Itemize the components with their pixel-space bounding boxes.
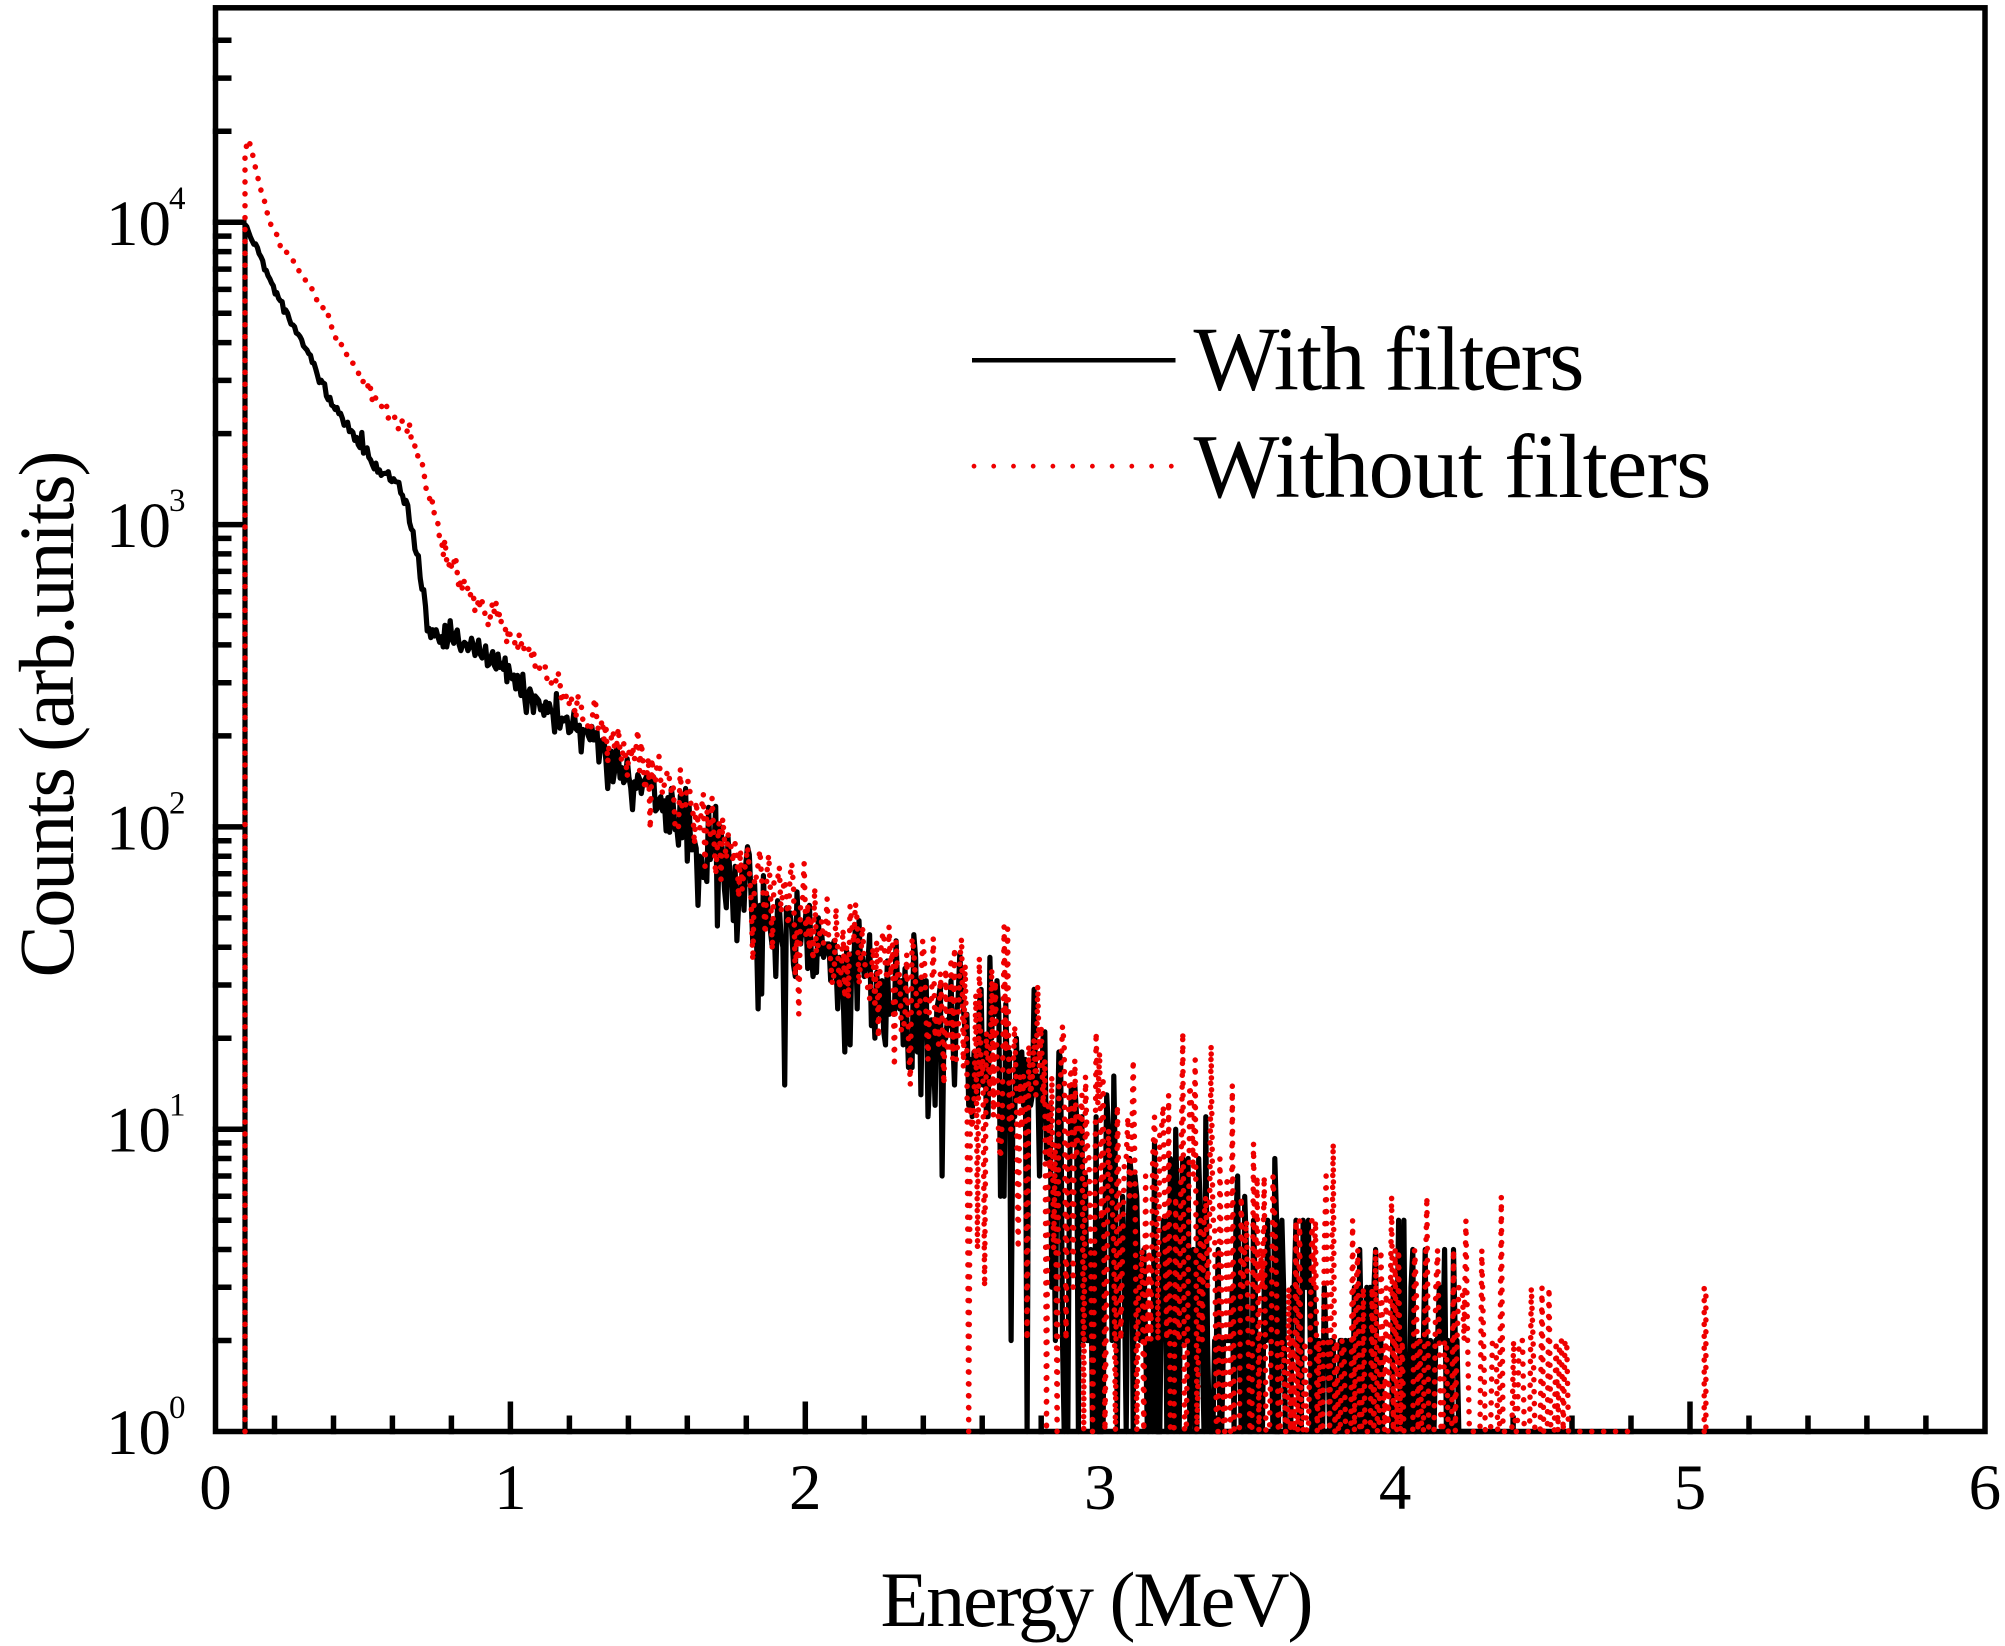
svg-text:With filters: With filters [1194, 309, 1585, 410]
svg-text:10: 10 [106, 1095, 171, 1167]
svg-text:10: 10 [106, 1397, 171, 1469]
svg-text:4: 4 [1379, 1452, 1412, 1524]
svg-text:10: 10 [106, 490, 171, 562]
svg-text:2: 2 [169, 785, 186, 821]
svg-text:0: 0 [199, 1452, 232, 1524]
svg-text:Without filters: Without filters [1194, 416, 1712, 517]
svg-text:1: 1 [494, 1452, 527, 1524]
svg-text:4: 4 [169, 181, 186, 217]
svg-text:5: 5 [1674, 1452, 1707, 1524]
svg-text:3: 3 [1084, 1452, 1117, 1524]
svg-text:10: 10 [106, 188, 171, 260]
svg-text:6: 6 [1969, 1452, 2002, 1524]
svg-text:3: 3 [169, 483, 186, 519]
svg-text:0: 0 [169, 1390, 186, 1426]
svg-text:1: 1 [169, 1088, 186, 1124]
svg-text:Counts (arb.units): Counts (arb.units) [3, 451, 90, 978]
svg-text:2: 2 [789, 1452, 822, 1524]
svg-text:10: 10 [106, 792, 171, 864]
svg-text:Energy (MeV): Energy (MeV) [881, 1556, 1314, 1643]
